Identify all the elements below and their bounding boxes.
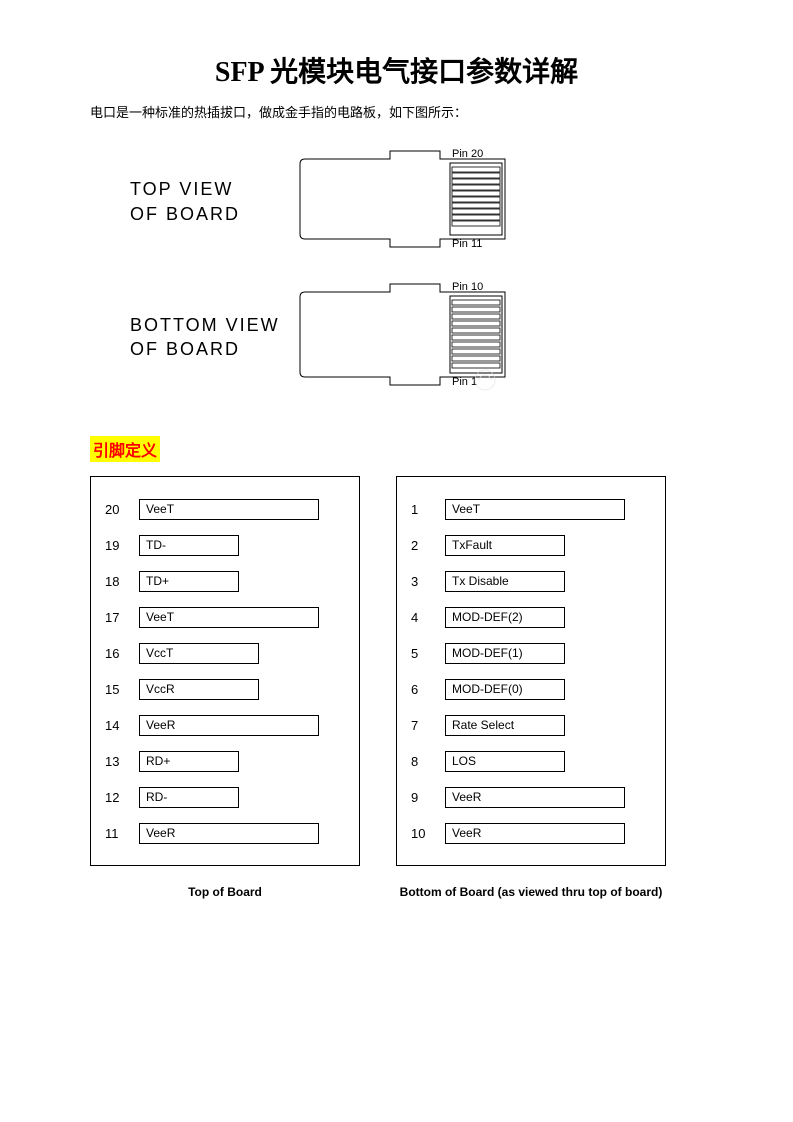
- pin-row: 17VeeT: [105, 599, 345, 635]
- pin-row: 12RD-: [105, 779, 345, 815]
- pin-number: 11: [105, 826, 139, 841]
- pin-row: 13RD+: [105, 743, 345, 779]
- pin-name: TD-: [139, 535, 239, 556]
- pin-name: Tx Disable: [445, 571, 565, 592]
- pin-row: 5MOD-DEF(1): [411, 635, 651, 671]
- pin-row: 16VccT: [105, 635, 345, 671]
- pin-number: 14: [105, 718, 139, 733]
- pin-name: VeeR: [139, 715, 319, 736]
- pin-name: TD+: [139, 571, 239, 592]
- pin-name: TxFault: [445, 535, 565, 556]
- pin-number: 16: [105, 646, 139, 661]
- pin10-label: Pin 10: [452, 281, 483, 293]
- pin-name: VccR: [139, 679, 259, 700]
- pin-name: VeeT: [445, 499, 625, 520]
- pin-row: 11VeeR: [105, 815, 345, 851]
- bottom-view-svg: Pin 10 Pin 1: [290, 272, 515, 402]
- pin-number: 18: [105, 574, 139, 589]
- top-view-row: TOP VIEW OF BOARD: [130, 139, 703, 264]
- pin-name: VeeT: [139, 499, 319, 520]
- pin-number: 4: [411, 610, 445, 625]
- pin-number: 12: [105, 790, 139, 805]
- pin-table-bottom: 1VeeT2TxFault3Tx Disable4MOD-DEF(2)5MOD-…: [396, 476, 666, 866]
- pin-tables: 20VeeT19TD-18TD+17VeeT16VccT15VccR14VeeR…: [90, 476, 703, 866]
- pin-row: 3Tx Disable: [411, 563, 651, 599]
- pin-number: 20: [105, 502, 139, 517]
- pin-number: 15: [105, 682, 139, 697]
- pin-row: 19TD-: [105, 527, 345, 563]
- pin-row: 14VeeR: [105, 707, 345, 743]
- pin-name: Rate Select: [445, 715, 565, 736]
- section-heading-pin-def: 引脚定义: [90, 436, 160, 462]
- pin-number: 6: [411, 682, 445, 697]
- pin-name: MOD-DEF(2): [445, 607, 565, 628]
- pin-name: MOD-DEF(1): [445, 643, 565, 664]
- pin-row: 4MOD-DEF(2): [411, 599, 651, 635]
- intro-text: 电口是一种标准的热插拔口，做成金手指的电路板，如下图所示：: [90, 102, 703, 121]
- pin-name: LOS: [445, 751, 565, 772]
- pin11-label: Pin 11: [452, 238, 482, 250]
- pin-number: 5: [411, 646, 445, 661]
- pin-row: 7Rate Select: [411, 707, 651, 743]
- bottom-view-label: BOTTOM VIEW OF BOARD: [130, 313, 290, 362]
- page-title: SFP 光模块电气接口参数详解: [90, 50, 703, 90]
- pin-row: 20VeeT: [105, 491, 345, 527]
- board-diagrams: TOP VIEW OF BOARD: [130, 139, 703, 402]
- pin-row: 15VccR: [105, 671, 345, 707]
- pin-number: 8: [411, 754, 445, 769]
- pin-row: 6MOD-DEF(0): [411, 671, 651, 707]
- pin-table-top: 20VeeT19TD-18TD+17VeeT16VccT15VccR14VeeR…: [90, 476, 360, 866]
- pin-name: VeeR: [139, 823, 319, 844]
- top-view-svg: Pin 20 Pin 11: [290, 139, 515, 264]
- pin-name: VeeR: [445, 787, 625, 808]
- caption-top: Top of Board: [90, 884, 360, 900]
- pin-row: 8LOS: [411, 743, 651, 779]
- pin-name: RD+: [139, 751, 239, 772]
- captions-row: Top of Board Bottom of Board (as viewed …: [90, 866, 703, 900]
- pin-number: 2: [411, 538, 445, 553]
- document-page: SFP 光模块电气接口参数详解 电口是一种标准的热插拔口，做成金手指的电路板，如…: [0, 0, 793, 1122]
- pin-row: 18TD+: [105, 563, 345, 599]
- pin1-label: Pin 1: [452, 376, 477, 388]
- pin-number: 17: [105, 610, 139, 625]
- pin-number: 3: [411, 574, 445, 589]
- pin-row: 1VeeT: [411, 491, 651, 527]
- pin-number: 10: [411, 826, 445, 841]
- pin-number: 1: [411, 502, 445, 517]
- pin-name: VeeT: [139, 607, 319, 628]
- pin-name: VeeR: [445, 823, 625, 844]
- pin-row: 2TxFault: [411, 527, 651, 563]
- top-view-label: TOP VIEW OF BOARD: [130, 177, 290, 226]
- pin-row: 9VeeR: [411, 779, 651, 815]
- pin-name: RD-: [139, 787, 239, 808]
- pin-row: 10VeeR: [411, 815, 651, 851]
- pin-number: 19: [105, 538, 139, 553]
- pin-number: 9: [411, 790, 445, 805]
- pin20-label: Pin 20: [452, 148, 483, 160]
- pin-number: 13: [105, 754, 139, 769]
- pin-name: VccT: [139, 643, 259, 664]
- pin-number: 7: [411, 718, 445, 733]
- bottom-view-row: BOTTOM VIEW OF BOARD: [130, 272, 703, 402]
- pin-name: MOD-DEF(0): [445, 679, 565, 700]
- caption-bottom: Bottom of Board (as viewed thru top of b…: [396, 884, 666, 900]
